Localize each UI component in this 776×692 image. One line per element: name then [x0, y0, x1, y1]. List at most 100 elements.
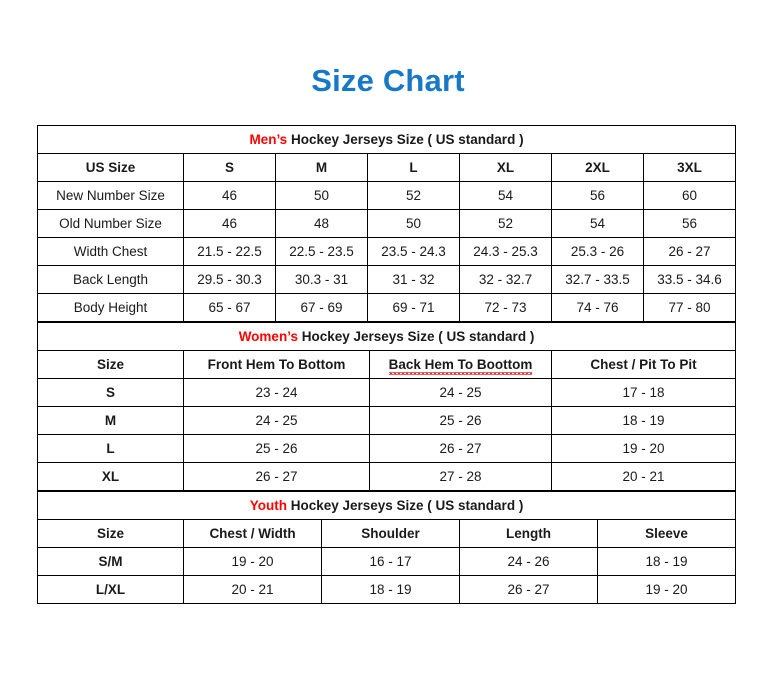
- table-row: Back Length 29.5 - 30.3 30.3 - 31 31 - 3…: [37, 265, 736, 294]
- mens-col-head-5: 2XL: [551, 153, 644, 182]
- youth-cell-0-3: 18 - 19: [596, 547, 737, 576]
- youth-row-label-0: S/M: [37, 547, 184, 576]
- mens-cell-2-0: 21.5 - 22.5: [183, 237, 276, 266]
- youth-cell-1-3: 19 - 20: [596, 575, 737, 604]
- mens-banner-text: Hockey Jerseys Size ( US standard ): [287, 132, 524, 147]
- table-row: Width Chest 21.5 - 22.5 22.5 - 23.5 23.5…: [37, 237, 736, 266]
- mens-cell-1-5: 56: [643, 209, 736, 238]
- table-row: S 23 - 24 24 - 25 17 - 18: [37, 378, 736, 407]
- mens-cell-1-3: 52: [459, 209, 552, 238]
- mens-cell-0-2: 52: [367, 181, 460, 210]
- mens-cell-2-2: 23.5 - 24.3: [367, 237, 460, 266]
- youth-col-head-0: Size: [37, 519, 184, 548]
- mens-col-head-2: M: [275, 153, 368, 182]
- womens-col-head-3: Chest / Pit To Pit: [551, 350, 736, 379]
- youth-column-header-row: Size Chest / Width Shoulder Length Sleev…: [37, 519, 737, 548]
- mens-cell-2-4: 25.3 - 26: [551, 237, 644, 266]
- womens-cell-0-2: 17 - 18: [551, 378, 736, 407]
- womens-cell-1-0: 24 - 25: [183, 406, 370, 435]
- mens-row-label-4: Body Height: [37, 293, 184, 322]
- mens-cell-0-0: 46: [183, 181, 276, 210]
- womens-cell-1-1: 25 - 26: [369, 406, 552, 435]
- youth-cell-0-2: 24 - 26: [459, 547, 598, 576]
- youth-section-banner-row: Youth Hockey Jerseys Size ( US standard …: [36, 491, 737, 520]
- table-row: S/M 19 - 20 16 - 17 24 - 26 18 - 19: [37, 547, 737, 576]
- mens-col-head-1: S: [183, 153, 276, 182]
- womens-cell-3-0: 26 - 27: [183, 462, 370, 491]
- womens-row-label-2: L: [37, 434, 184, 463]
- mens-cell-2-3: 24.3 - 25.3: [459, 237, 552, 266]
- womens-cell-1-2: 18 - 19: [551, 406, 736, 435]
- mens-cell-1-1: 48: [275, 209, 368, 238]
- mens-col-head-3: L: [367, 153, 460, 182]
- mens-cell-0-4: 56: [551, 181, 644, 210]
- womens-cell-0-1: 24 - 25: [369, 378, 552, 407]
- womens-col-head-1: Front Hem To Bottom: [183, 350, 370, 379]
- mens-cell-1-4: 54: [551, 209, 644, 238]
- size-chart-tables: Men’s Hockey Jerseys Size ( US standard …: [36, 125, 737, 604]
- womens-banner-text: Hockey Jerseys Size ( US standard ): [297, 329, 535, 344]
- womens-cell-3-2: 20 - 21: [551, 462, 736, 491]
- womens-col-head-2-text: Back Hem To Boottom: [388, 357, 533, 375]
- youth-row-label-1: L/XL: [37, 575, 184, 604]
- womens-cell-0-0: 23 - 24: [183, 378, 370, 407]
- mens-cell-1-0: 46: [183, 209, 276, 238]
- mens-section-banner: Men’s Hockey Jerseys Size ( US standard …: [37, 125, 736, 154]
- womens-row-label-3: XL: [37, 462, 184, 491]
- mens-cell-3-3: 32 - 32.7: [459, 265, 552, 294]
- youth-banner-highlight: Youth: [249, 498, 287, 513]
- table-row: XL 26 - 27 27 - 28 20 - 21: [37, 462, 736, 491]
- mens-cell-3-0: 29.5 - 30.3: [183, 265, 276, 294]
- mens-cell-4-1: 67 - 69: [275, 293, 368, 322]
- mens-cell-0-5: 60: [643, 181, 736, 210]
- womens-banner-highlight: Women’s: [238, 329, 298, 344]
- table-row: New Number Size 46 50 52 54 56 60: [37, 181, 736, 210]
- mens-cell-3-5: 33.5 - 34.6: [643, 265, 736, 294]
- mens-cell-0-3: 54: [459, 181, 552, 210]
- page-title: Size Chart: [311, 63, 465, 98]
- mens-row-label-0: New Number Size: [37, 181, 184, 210]
- youth-banner-text: Hockey Jerseys Size ( US standard ): [286, 498, 524, 513]
- youth-size-table: Youth Hockey Jerseys Size ( US standard …: [36, 491, 737, 604]
- youth-cell-0-0: 19 - 20: [183, 547, 322, 576]
- mens-cell-1-2: 50: [367, 209, 460, 238]
- table-row: Old Number Size 46 48 50 52 54 56: [37, 209, 736, 238]
- mens-col-head-0: US Size: [37, 153, 184, 182]
- womens-size-table: Women’s Hockey Jerseys Size ( US standar…: [37, 322, 736, 491]
- womens-cell-2-2: 19 - 20: [551, 434, 736, 463]
- womens-row-label-0: S: [37, 378, 184, 407]
- womens-section-banner-row: Women’s Hockey Jerseys Size ( US standar…: [37, 322, 736, 351]
- youth-col-head-3: Length: [459, 519, 598, 548]
- youth-cell-0-1: 16 - 17: [321, 547, 460, 576]
- mens-cell-3-4: 32.7 - 33.5: [551, 265, 644, 294]
- youth-cell-1-2: 26 - 27: [459, 575, 598, 604]
- mens-cell-4-5: 77 - 80: [643, 293, 736, 322]
- mens-cell-3-2: 31 - 32: [367, 265, 460, 294]
- mens-banner-highlight: Men’s: [249, 132, 288, 147]
- table-row: L 25 - 26 26 - 27 19 - 20: [37, 434, 736, 463]
- womens-cell-3-1: 27 - 28: [369, 462, 552, 491]
- womens-column-header-row: Size Front Hem To Bottom Back Hem To Boo…: [37, 350, 736, 379]
- mens-row-label-2: Width Chest: [37, 237, 184, 266]
- womens-cell-2-1: 26 - 27: [369, 434, 552, 463]
- mens-cell-4-0: 65 - 67: [183, 293, 276, 322]
- mens-cell-2-1: 22.5 - 23.5: [275, 237, 368, 266]
- youth-col-head-2: Shoulder: [321, 519, 460, 548]
- mens-size-table: Men’s Hockey Jerseys Size ( US standard …: [37, 125, 736, 322]
- mens-cell-4-2: 69 - 71: [367, 293, 460, 322]
- mens-column-header-row: US Size S M L XL 2XL 3XL: [37, 153, 736, 182]
- youth-cell-1-0: 20 - 21: [183, 575, 322, 604]
- mens-row-label-1: Old Number Size: [37, 209, 184, 238]
- mens-cell-4-3: 72 - 73: [459, 293, 552, 322]
- mens-cell-3-1: 30.3 - 31: [275, 265, 368, 294]
- mens-col-head-6: 3XL: [643, 153, 736, 182]
- youth-col-head-4: Sleeve: [596, 519, 737, 548]
- table-row: L/XL 20 - 21 18 - 19 26 - 27 19 - 20: [37, 575, 737, 604]
- womens-section-banner: Women’s Hockey Jerseys Size ( US standar…: [37, 322, 736, 351]
- table-row: Body Height 65 - 67 67 - 69 69 - 71 72 -…: [37, 293, 736, 322]
- mens-cell-4-4: 74 - 76: [551, 293, 644, 322]
- womens-cell-2-0: 25 - 26: [183, 434, 370, 463]
- table-row: M 24 - 25 25 - 26 18 - 19: [37, 406, 736, 435]
- mens-cell-2-5: 26 - 27: [643, 237, 736, 266]
